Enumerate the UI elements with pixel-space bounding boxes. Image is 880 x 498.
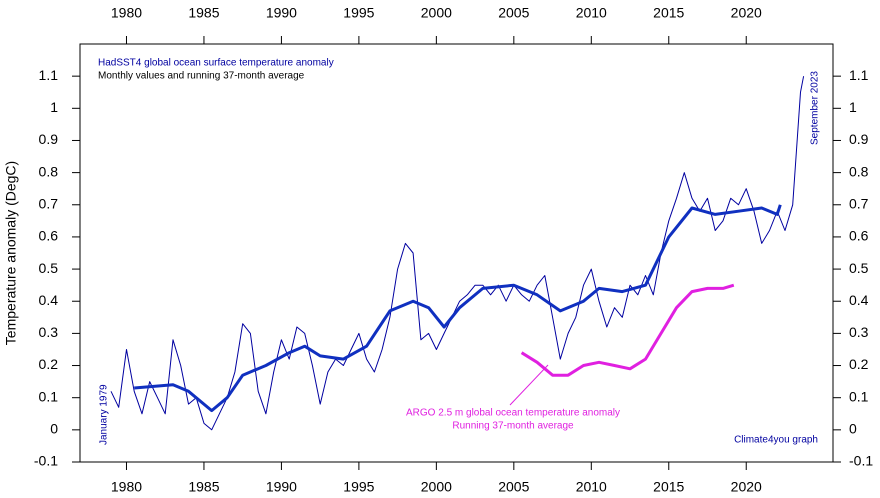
credit: Climate4you graph — [734, 435, 818, 446]
y-tick-label: 0.1 — [39, 388, 59, 404]
x-tick-label: 1995 — [343, 479, 374, 495]
y-tick-label: 0.9 — [849, 131, 869, 147]
x-tick-label: 2020 — [731, 5, 762, 21]
argo-label: ARGO 2.5 m global ocean temperature anom… — [406, 408, 620, 419]
x-tick-label: 2020 — [731, 479, 762, 495]
y-axis-label: Temperature anomaly (DegC) — [3, 161, 19, 345]
y-tick-label: 0.3 — [849, 324, 869, 340]
argo-pointer — [509, 364, 549, 406]
y-tick-label: 0.7 — [849, 195, 869, 211]
y-tick-label: 0.1 — [849, 388, 869, 404]
x-tick-label: 2015 — [653, 479, 684, 495]
x-tick-label: 2005 — [498, 479, 529, 495]
x-tick-label: 1990 — [266, 5, 297, 21]
y-tick-label: 0.8 — [849, 163, 869, 179]
x-tick-label: 2000 — [421, 5, 452, 21]
x-tick-label: 1985 — [188, 479, 219, 495]
argo-label: Running 37-month average — [452, 421, 574, 432]
x-tick-label: 1985 — [188, 5, 219, 21]
y-tick-label: 1 — [849, 99, 857, 115]
y-tick-label: 0.2 — [39, 356, 59, 372]
plot-frame — [79, 43, 834, 463]
y-tick-label: 0.9 — [39, 131, 59, 147]
start-label: January 1979 — [99, 384, 110, 445]
x-tick-label: 1980 — [111, 5, 142, 21]
y-tick-label: 0.6 — [39, 228, 59, 244]
y-tick-label: 0 — [849, 421, 857, 437]
y-tick-label: 0 — [50, 421, 58, 437]
x-tick-label: 2015 — [653, 5, 684, 21]
y-tick-label: 1.1 — [39, 67, 59, 83]
y-tick-label: -0.1 — [849, 453, 873, 469]
y-tick-label: 1 — [50, 99, 58, 115]
chart-subtitle: Monthly values and running 37-month aver… — [98, 71, 305, 82]
x-tick-label: 2010 — [576, 5, 607, 21]
series-line — [520, 283, 735, 377]
end-label: September 2023 — [810, 71, 821, 145]
x-tick-label: 2000 — [421, 479, 452, 495]
x-tick-label: 1990 — [266, 479, 297, 495]
x-tick-label: 1980 — [111, 479, 142, 495]
y-tick-label: 0.3 — [39, 324, 59, 340]
series-line — [134, 204, 782, 413]
x-tick-label: 2005 — [498, 5, 529, 21]
x-tick-label: 1995 — [343, 5, 374, 21]
chart-title: HadSST4 global ocean surface temperature… — [98, 58, 334, 69]
y-tick-label: 0.4 — [849, 292, 869, 308]
y-tick-label: 0.7 — [39, 195, 59, 211]
y-tick-label: 0.8 — [39, 163, 59, 179]
y-tick-label: 0.2 — [849, 356, 869, 372]
y-tick-label: 0.6 — [849, 228, 869, 244]
y-tick-label: 0.4 — [39, 292, 59, 308]
y-tick-label: 1.1 — [849, 67, 869, 83]
y-tick-label: 0.5 — [39, 260, 59, 276]
y-tick-label: 0.5 — [849, 260, 869, 276]
series-line — [110, 76, 805, 431]
y-tick-label: -0.1 — [34, 453, 58, 469]
x-tick-label: 2010 — [576, 479, 607, 495]
